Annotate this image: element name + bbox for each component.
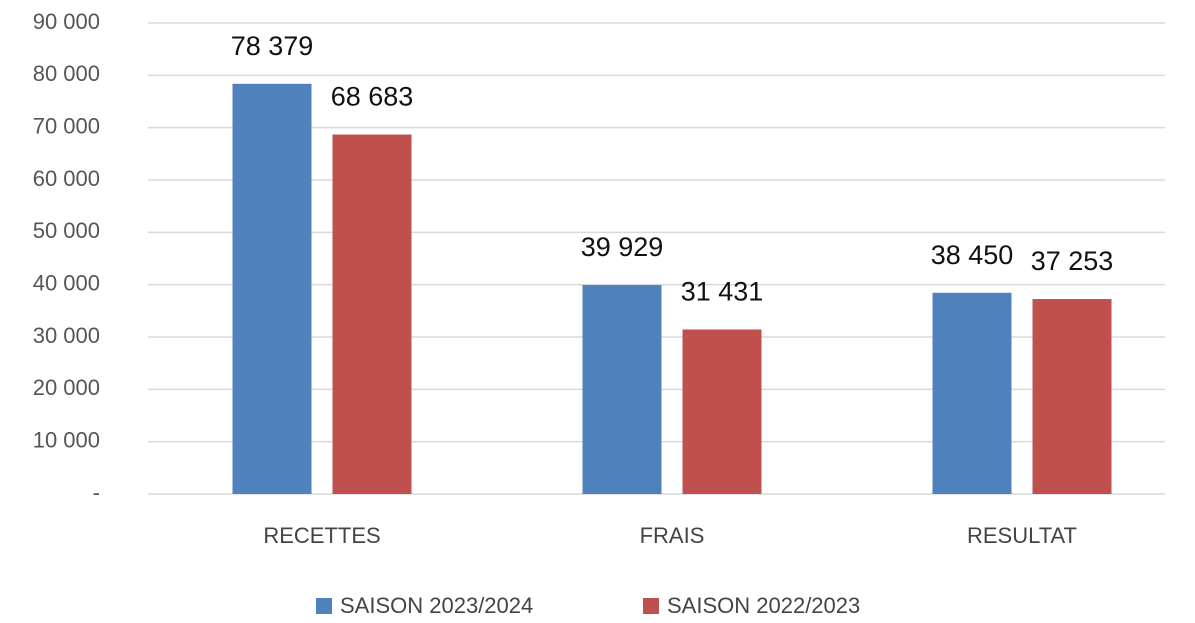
y-tick-label: 30 000 [33, 323, 100, 348]
value-label: 38 450 [931, 240, 1014, 270]
bar [332, 134, 412, 494]
value-label: 37 253 [1031, 246, 1114, 276]
y-tick-label: 80 000 [33, 61, 100, 86]
y-tick-label: 40 000 [33, 270, 100, 295]
bar [232, 83, 312, 495]
bar [1032, 299, 1112, 494]
value-label: 31 431 [681, 277, 764, 307]
y-tick-label: 20 000 [33, 375, 100, 400]
value-label: 39 929 [581, 232, 664, 262]
x-tick-label: RESULTAT [967, 523, 1077, 548]
legend-swatch [643, 598, 659, 614]
y-tick-label: 90 000 [33, 9, 100, 34]
x-tick-label: FRAIS [640, 523, 705, 548]
legend-label: SAISON 2022/2023 [667, 593, 860, 618]
legend-label: SAISON 2023/2024 [340, 593, 533, 618]
value-label: 78 379 [231, 31, 314, 61]
y-tick-label: 50 000 [33, 218, 100, 243]
x-tick-label: RECETTES [263, 523, 380, 548]
value-label: 68 683 [331, 82, 414, 112]
y-tick-label: - [93, 480, 100, 505]
legend-swatch [316, 598, 332, 614]
y-tick-label: 10 000 [33, 427, 100, 452]
bar [582, 285, 662, 494]
y-tick-label: 60 000 [33, 166, 100, 191]
y-tick-label: 70 000 [33, 113, 100, 138]
bar [682, 329, 762, 494]
bar [932, 292, 1012, 494]
